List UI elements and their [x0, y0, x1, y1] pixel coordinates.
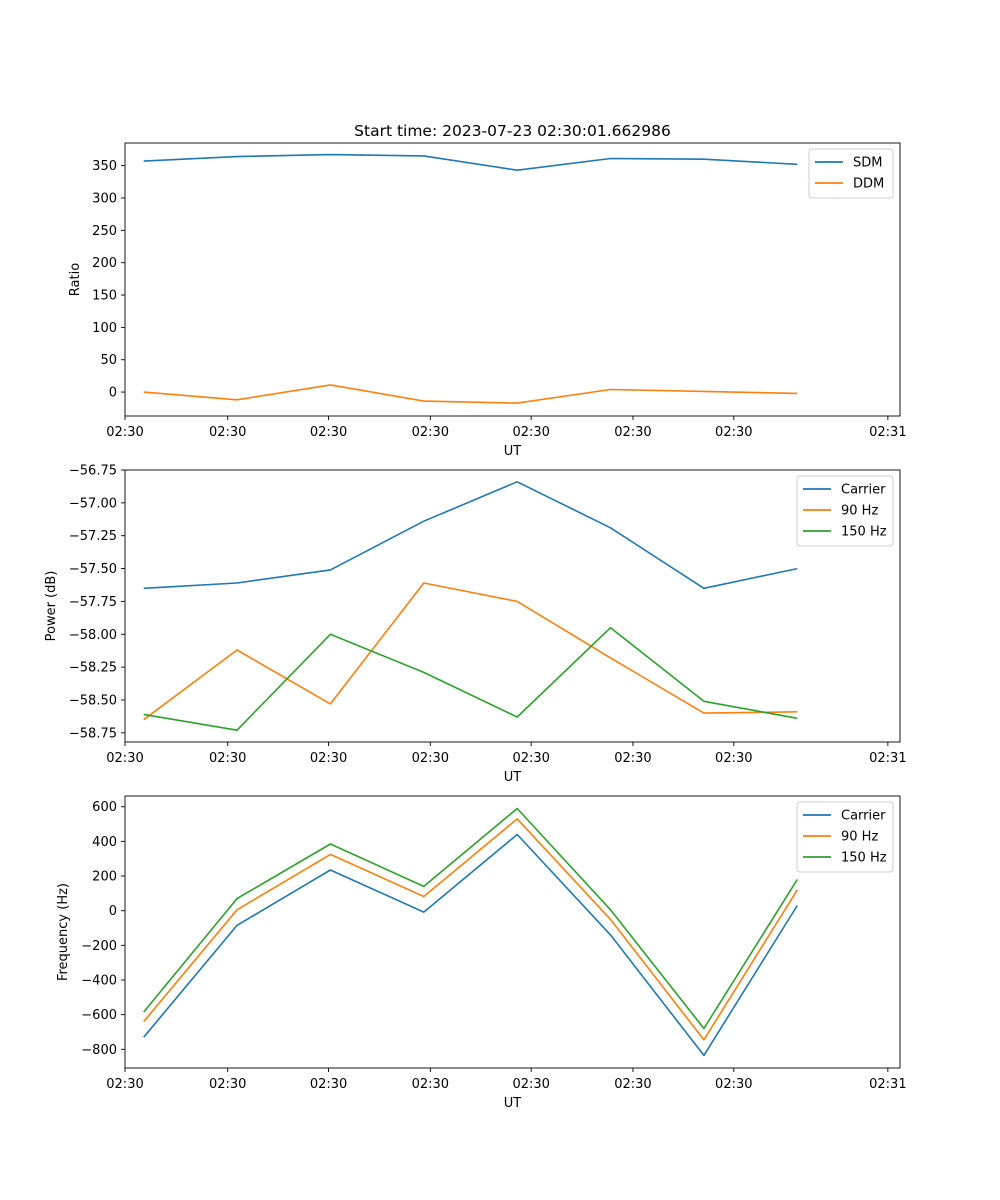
figure-title: Start time: 2023-07-23 02:30:01.662986	[354, 122, 671, 140]
x-tick-label: 02:30	[310, 751, 347, 766]
axes-frame	[124, 469, 901, 743]
x-axis-label: UT	[504, 444, 522, 459]
y-tick-label: 100	[92, 321, 117, 336]
legend: Carrier 90 Hz 150 Hz	[796, 475, 894, 547]
y-tick-label: 600	[92, 800, 117, 815]
y-tick-label: 300	[92, 191, 117, 206]
legend: SDM DDM	[808, 148, 894, 199]
series-line-90-hz	[143, 818, 798, 1041]
x-tick-label: 02:30	[715, 751, 752, 766]
legend-label: 90 Hz	[841, 830, 878, 845]
x-tick-label: 02:30	[106, 751, 143, 766]
y-tick-label: 200	[92, 256, 117, 271]
series-line-carrier	[143, 480, 798, 590]
y-tick-label: 250	[92, 224, 117, 239]
y-tick-label: 350	[92, 159, 117, 174]
x-tick-label: 02:30	[614, 1077, 651, 1092]
x-tick-label: 02:30	[614, 425, 651, 440]
y-tick-label: −57.25	[69, 529, 117, 544]
y-tick-label: 150	[92, 289, 117, 304]
x-axis-label: UT	[504, 770, 522, 785]
series-line-ddm	[143, 384, 798, 404]
y-tick-label: −58.75	[69, 726, 117, 741]
y-tick-label: −600	[81, 1008, 117, 1023]
y-tick-label: −800	[81, 1043, 117, 1058]
y-tick-label: 50	[100, 353, 117, 368]
x-tick-label: 02:30	[715, 425, 752, 440]
y-tick-label: −57.00	[69, 496, 117, 511]
power-panel: −58.75 −58.50 −58.25 −58.00 −57.75 −57.50 −57.…	[44, 464, 907, 786]
frequency-panel: −800 −600 −400 −200 0 200 400 600 02:30 02:30 02:3…	[56, 795, 907, 1111]
x-tick-label: 02:30	[310, 1077, 347, 1092]
y-tick-label: −400	[81, 973, 117, 988]
legend-label: Carrier	[841, 483, 886, 498]
y-tick-label: 0	[109, 904, 117, 919]
x-tick-label: 02:30	[512, 751, 549, 766]
x-tick-label: 02:30	[412, 751, 449, 766]
x-tick-label: 02:30	[310, 425, 347, 440]
y-axis-label: Power (dB)	[44, 571, 59, 642]
x-tick-label: 02:30	[614, 751, 651, 766]
series-line-90-hz	[143, 582, 798, 721]
x-tick-label: 02:31	[869, 1077, 906, 1092]
series-line-sdm	[143, 153, 798, 171]
series-line-150-hz	[143, 807, 798, 1030]
x-tick-label: 02:30	[715, 1077, 752, 1092]
x-tick-label: 02:31	[869, 751, 906, 766]
x-tick-label: 02:30	[512, 425, 549, 440]
legend: Carrier 90 Hz 150 Hz	[796, 801, 894, 873]
legend-label: 150 Hz	[841, 525, 887, 540]
x-tick-label: 02:30	[412, 425, 449, 440]
y-axis-label: Frequency (Hz)	[56, 883, 71, 981]
y-axis-label: Ratio	[68, 263, 83, 296]
legend-label: DDM	[853, 177, 884, 192]
x-tick-label: 02:30	[106, 425, 143, 440]
x-tick-label: 02:30	[512, 1077, 549, 1092]
y-tick-label: −58.25	[69, 661, 117, 676]
y-tick-label: 0	[109, 386, 117, 401]
x-axis-label: UT	[504, 1096, 522, 1111]
x-tick-label: 02:30	[106, 1077, 143, 1092]
axes-frame	[124, 795, 901, 1069]
legend-label: SDM	[853, 156, 882, 171]
y-tick-label: −58.00	[69, 628, 117, 643]
y-tick-label: 400	[92, 835, 117, 850]
x-tick-label: 02:31	[869, 425, 906, 440]
y-tick-label: −57.50	[69, 562, 117, 577]
y-tick-label: −56.75	[69, 464, 117, 479]
legend-box	[796, 475, 894, 547]
x-tick-label: 02:30	[209, 1077, 246, 1092]
x-tick-label: 02:30	[412, 1077, 449, 1092]
x-tick-label: 02:30	[209, 751, 246, 766]
y-tick-label: 200	[92, 870, 117, 885]
series-line-carrier	[143, 833, 798, 1057]
legend-label: 150 Hz	[841, 851, 887, 866]
ratio-panel: 0 50 100 150 200 250 300 350 02:30 02:30 02:30 02:3…	[68, 142, 907, 459]
legend-label: 90 Hz	[841, 504, 878, 519]
legend-box	[796, 801, 894, 873]
y-tick-label: −200	[81, 939, 117, 954]
y-tick-label: −58.50	[69, 693, 117, 708]
axes-frame	[124, 142, 901, 417]
y-tick-label: −57.75	[69, 595, 117, 610]
legend-label: Carrier	[841, 809, 886, 824]
x-tick-label: 02:30	[209, 425, 246, 440]
series-line-150-hz	[143, 626, 798, 732]
